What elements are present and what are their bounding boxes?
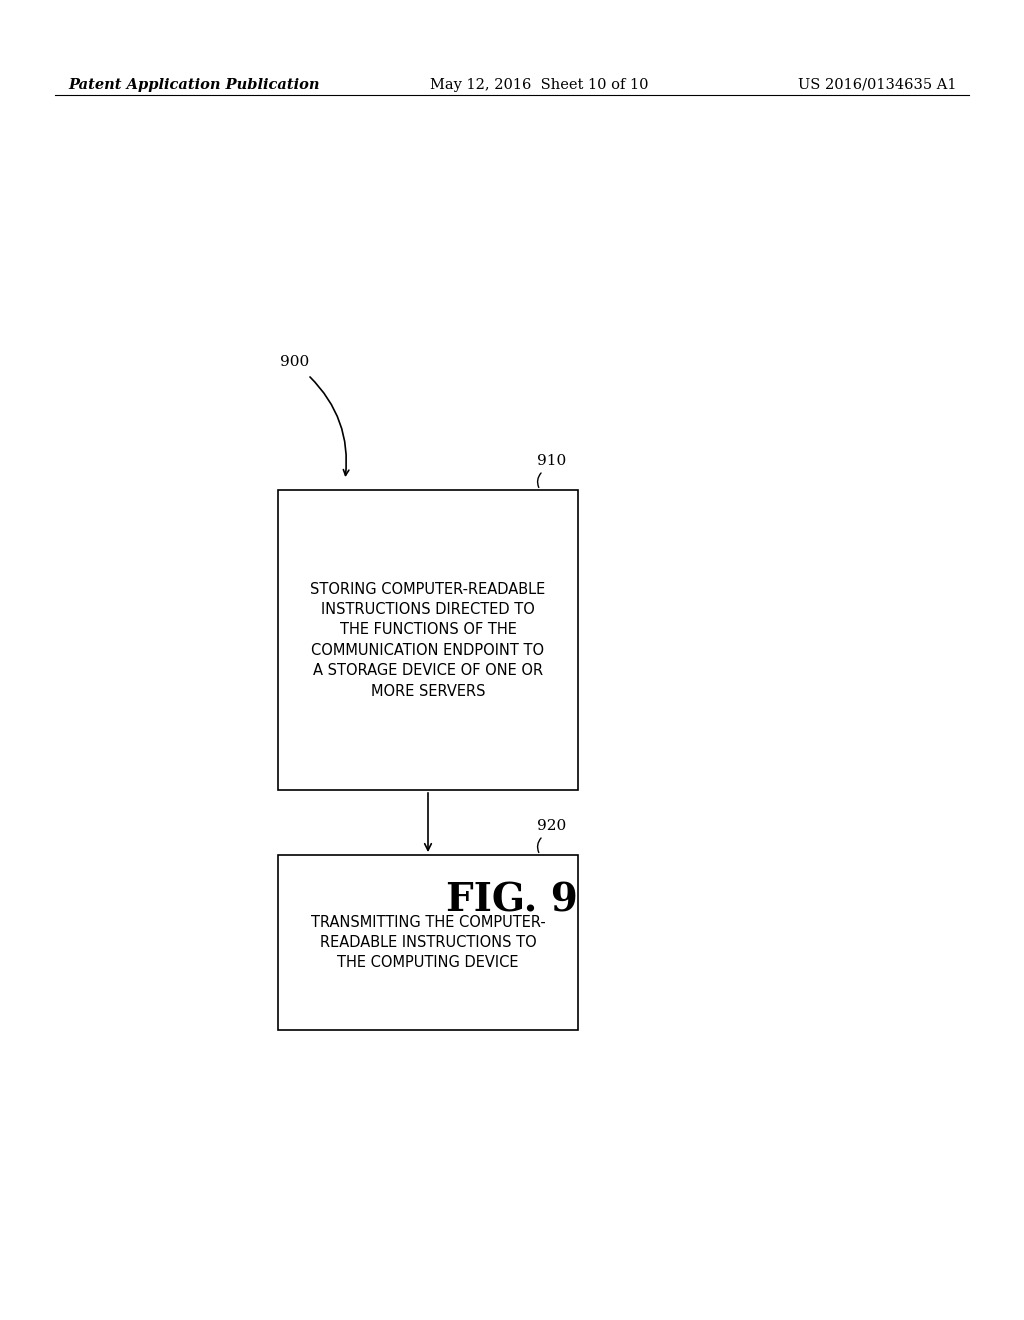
- Text: US 2016/0134635 A1: US 2016/0134635 A1: [798, 78, 956, 92]
- Text: STORING COMPUTER-READABLE
INSTRUCTIONS DIRECTED TO
THE FUNCTIONS OF THE
COMMUNIC: STORING COMPUTER-READABLE INSTRUCTIONS D…: [310, 582, 546, 698]
- Text: TRANSMITTING THE COMPUTER-
READABLE INSTRUCTIONS TO
THE COMPUTING DEVICE: TRANSMITTING THE COMPUTER- READABLE INST…: [310, 915, 546, 970]
- Text: 920: 920: [537, 818, 566, 833]
- Bar: [278, 855, 578, 1030]
- Text: 900: 900: [280, 355, 309, 370]
- Bar: [278, 490, 578, 789]
- Text: May 12, 2016  Sheet 10 of 10: May 12, 2016 Sheet 10 of 10: [430, 78, 648, 92]
- Text: Patent Application Publication: Patent Application Publication: [68, 78, 319, 92]
- Text: 910: 910: [537, 454, 566, 469]
- Text: FIG. 9: FIG. 9: [446, 880, 578, 919]
